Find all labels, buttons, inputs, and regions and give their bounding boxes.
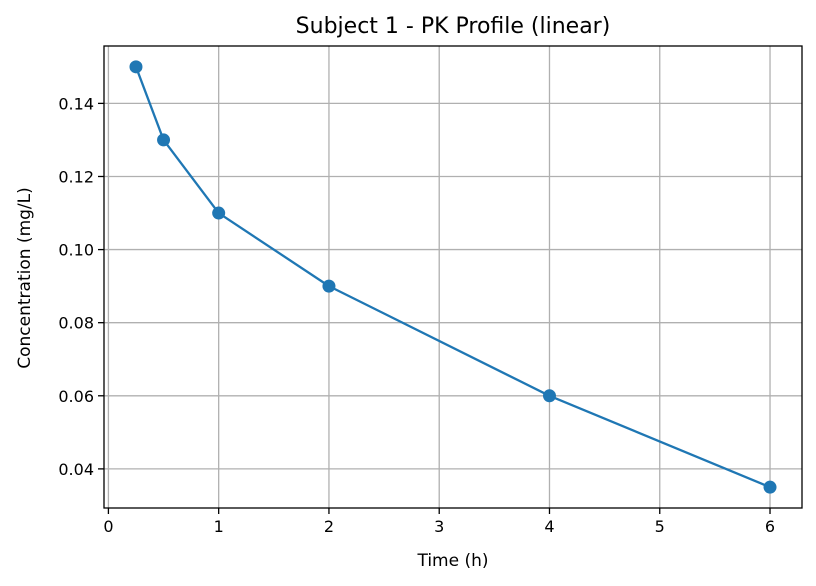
x-tick-label: 1 [214,517,224,536]
data-point [763,480,777,494]
data-point [129,60,143,74]
y-tick-label: 0.14 [58,94,94,113]
x-axis-ticks: 0 1 2 3 4 5 6 [103,508,775,536]
chart-title: Subject 1 - PK Profile (linear) [296,14,611,39]
plot-frame [103,45,803,509]
x-tick-label: 4 [544,517,554,536]
data-point [212,206,226,220]
x-tick-label: 6 [765,517,775,536]
y-axis-ticks: 0.04 0.06 0.08 0.10 0.12 0.14 [58,94,104,479]
data-series [129,60,777,494]
y-axis-label: Concentration (mg/L) [15,187,35,368]
grid [104,46,802,508]
x-tick-label: 2 [324,517,334,536]
data-point [542,389,556,403]
y-tick-label: 0.10 [58,241,94,260]
x-tick-label: 0 [103,517,113,536]
series-line [134,66,771,489]
y-tick-label: 0.08 [58,314,94,333]
y-tick-label: 0.12 [58,167,94,186]
x-tick-label: 3 [434,517,444,536]
x-tick-label: 5 [655,517,665,536]
data-point [322,279,336,293]
y-tick-label: 0.06 [58,387,94,406]
data-point [157,133,171,147]
y-tick-label: 0.04 [58,460,94,479]
x-axis-label: Time (h) [416,551,488,571]
